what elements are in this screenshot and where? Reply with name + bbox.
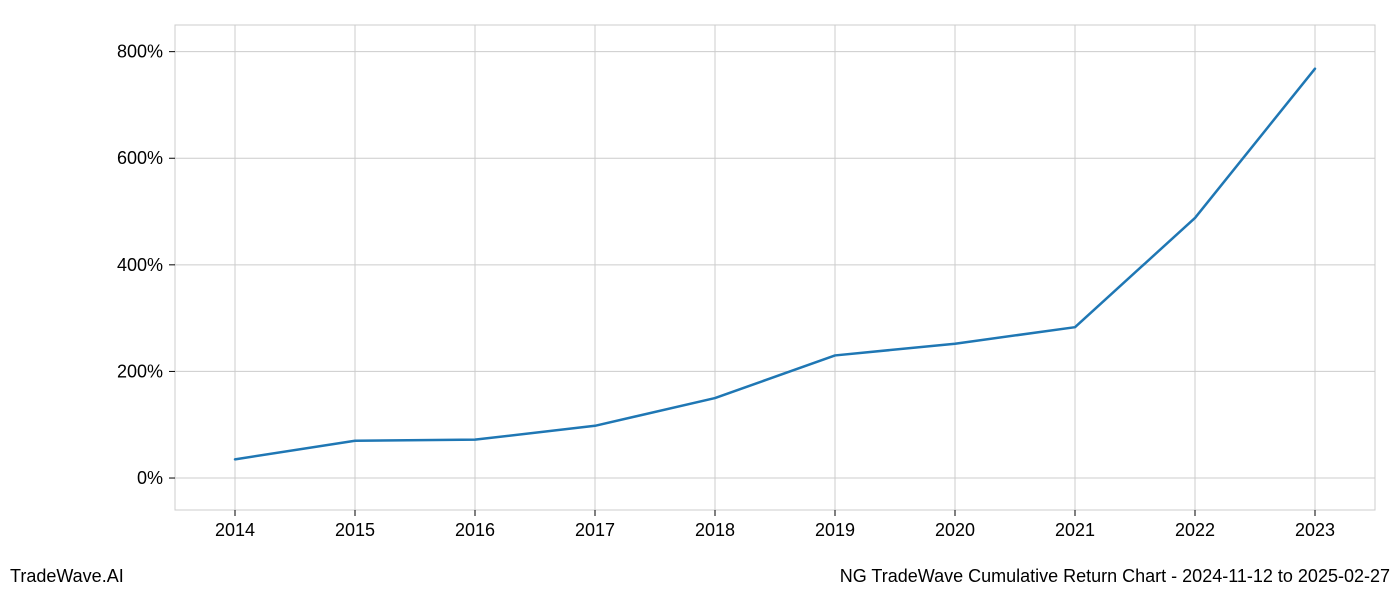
x-tick-label: 2023 <box>1295 520 1335 540</box>
footer-brand: TradeWave.AI <box>10 566 124 587</box>
x-tick-label: 2022 <box>1175 520 1215 540</box>
x-tick-label: 2014 <box>215 520 255 540</box>
x-tick-label: 2017 <box>575 520 615 540</box>
x-tick-label: 2016 <box>455 520 495 540</box>
y-tick-label: 400% <box>117 255 163 275</box>
x-tick-label: 2019 <box>815 520 855 540</box>
x-tick-label: 2018 <box>695 520 735 540</box>
footer: TradeWave.AI NG TradeWave Cumulative Ret… <box>0 560 1400 600</box>
x-tick-label: 2020 <box>935 520 975 540</box>
x-tick-label: 2015 <box>335 520 375 540</box>
y-tick-label: 200% <box>117 361 163 381</box>
line-chart: 2014 2015 2016 2017 2018 2019 2020 2021 2022 2023… <box>0 0 1400 560</box>
y-tick-label: 0% <box>137 468 163 488</box>
y-tick-label: 600% <box>117 148 163 168</box>
chart-container: 2014 2015 2016 2017 2018 2019 2020 2021 2022 2023… <box>0 0 1400 560</box>
chart-bg <box>0 0 1400 560</box>
footer-caption: NG TradeWave Cumulative Return Chart - 2… <box>840 566 1390 587</box>
x-tick-label: 2021 <box>1055 520 1095 540</box>
y-tick-label: 800% <box>117 42 163 62</box>
